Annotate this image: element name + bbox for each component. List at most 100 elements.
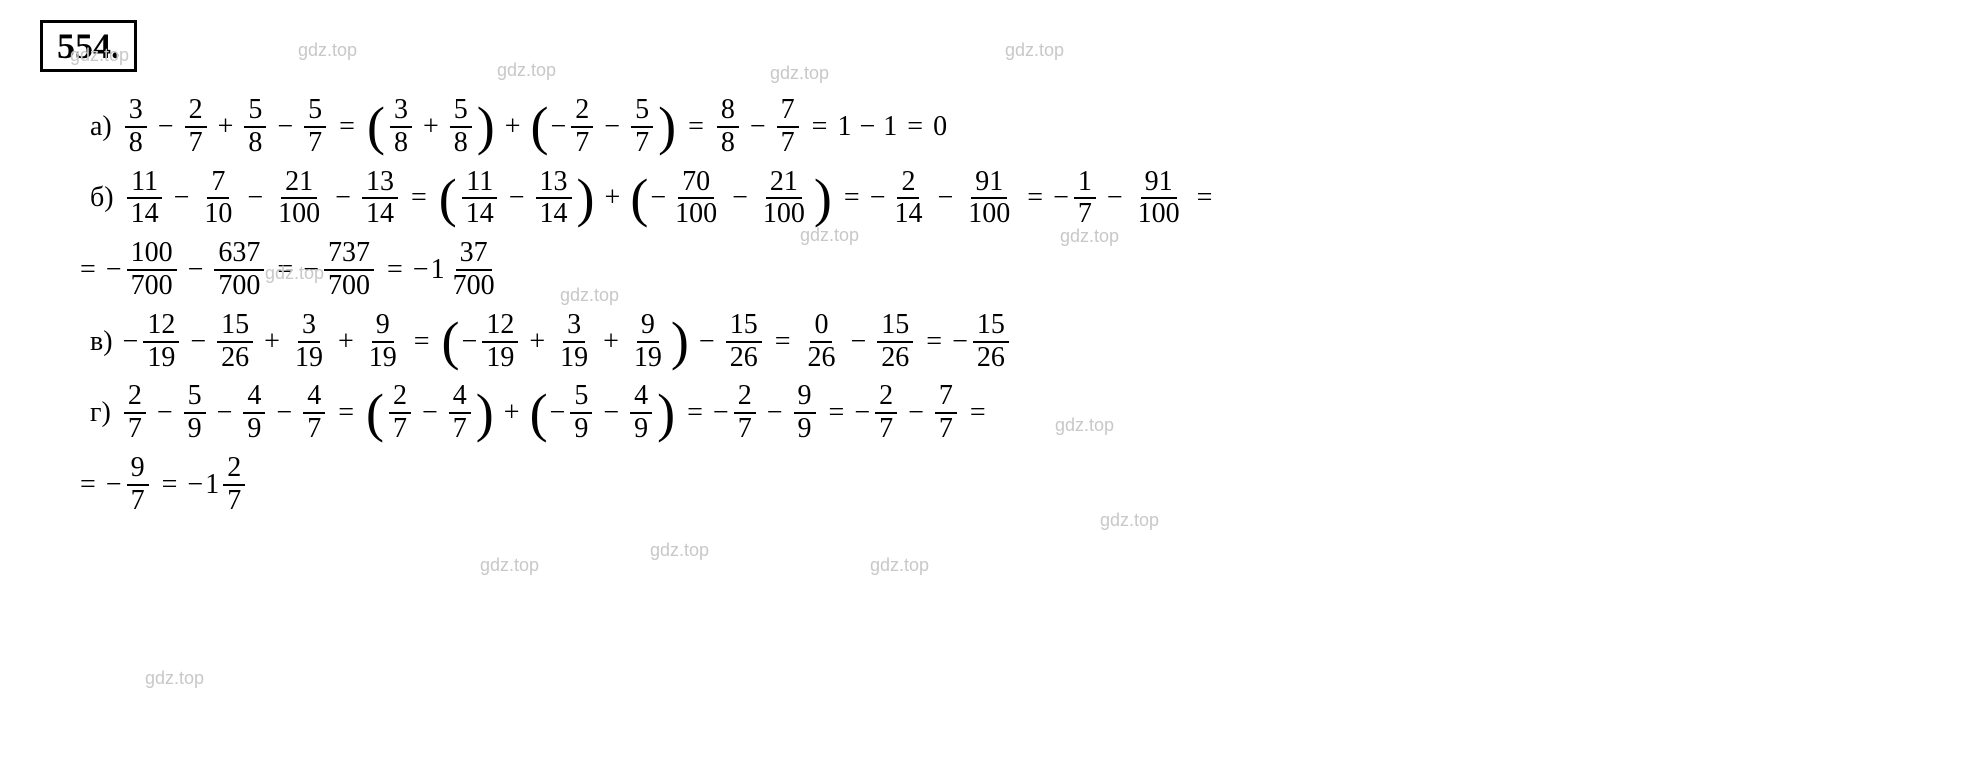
operator: −: [276, 397, 292, 429]
fraction: 17: [1074, 167, 1096, 231]
equals: =: [277, 254, 293, 286]
negative-sign: −: [713, 397, 729, 429]
operator: −: [335, 182, 351, 214]
numerator: 0: [810, 310, 832, 343]
numerator: 100: [127, 238, 177, 271]
watermark: gdz.top: [770, 63, 829, 84]
denominator: 9: [630, 414, 652, 445]
equals: =: [970, 397, 986, 429]
negative-sign: −: [413, 254, 429, 286]
operator: −: [422, 397, 438, 429]
fraction: 49: [630, 381, 652, 445]
denominator: 19: [556, 343, 592, 374]
numerator: 15: [726, 310, 762, 343]
numerator: 637: [214, 238, 264, 271]
fraction: 59: [570, 381, 592, 445]
fraction: 100700: [127, 238, 177, 302]
negative-sign: −: [1053, 182, 1069, 214]
denominator: 7: [875, 414, 897, 445]
fraction: 1526: [877, 310, 913, 374]
denominator: 100: [759, 199, 809, 230]
numerator: 3: [298, 310, 320, 343]
numerator: 2: [223, 453, 245, 486]
fraction: 1314: [362, 167, 398, 231]
denominator: 7: [1074, 199, 1096, 230]
sub-label: в): [90, 326, 113, 358]
numerator: 7: [777, 95, 799, 128]
equals: =: [387, 254, 403, 286]
operator: −: [509, 182, 525, 214]
denominator: 700: [324, 271, 374, 302]
fraction: 27: [571, 95, 593, 159]
operator: −: [699, 326, 715, 358]
equals: =: [338, 397, 354, 429]
denominator: 26: [877, 343, 913, 374]
denominator: 700: [127, 271, 177, 302]
left-paren: (: [442, 320, 460, 363]
fraction: 1219: [143, 310, 179, 374]
negative-sign: −: [106, 254, 122, 286]
denominator: 7: [124, 414, 146, 445]
denominator: 7: [223, 486, 245, 517]
operator: +: [603, 326, 619, 358]
numerator: 12: [482, 310, 518, 343]
equals: =: [1197, 182, 1213, 214]
operator: +: [529, 326, 545, 358]
fraction: 27: [185, 95, 207, 159]
denominator: 7: [304, 128, 326, 159]
operator: −: [188, 254, 204, 286]
numerator: 21: [281, 167, 317, 200]
watermark: gdz.top: [145, 668, 204, 689]
numerator: 5: [450, 95, 472, 128]
numerator: 11: [127, 167, 162, 200]
fraction: 637700: [214, 238, 264, 302]
fraction: 1526: [217, 310, 253, 374]
denominator: 8: [717, 128, 739, 159]
numerator: 91: [971, 167, 1007, 200]
equals: =: [775, 326, 791, 358]
numerator: 13: [362, 167, 398, 200]
fraction: 99: [794, 381, 816, 445]
fraction: 58: [244, 95, 266, 159]
denominator: 700: [449, 271, 499, 302]
fraction: 59: [184, 381, 206, 445]
negative-sign: −: [303, 254, 319, 286]
negative-sign: −: [106, 469, 122, 501]
numerator: 3: [390, 95, 412, 128]
right-paren: ): [577, 177, 595, 220]
fraction: 1114: [462, 167, 498, 231]
denominator: 7: [631, 128, 653, 159]
denominator: 700: [214, 271, 264, 302]
numerator: 7: [935, 381, 957, 414]
operator: −: [157, 397, 173, 429]
equation-line: в)−1219−1526+319+919=(−1219+319+919)−152…: [40, 310, 1944, 374]
operator: −: [859, 111, 875, 143]
numerator: 70: [678, 167, 714, 200]
numerator: 9: [372, 310, 394, 343]
fraction: 57: [304, 95, 326, 159]
right-paren: ): [476, 392, 494, 435]
numerator: 91: [1141, 167, 1177, 200]
fraction: 27: [389, 381, 411, 445]
fraction: 710: [200, 167, 236, 231]
negative-sign: −: [650, 182, 666, 214]
operator: −: [604, 111, 620, 143]
operator: +: [218, 111, 234, 143]
numerator: 2: [389, 381, 411, 414]
left-paren: (: [367, 105, 385, 148]
denominator: 100: [1134, 199, 1184, 230]
equals: =: [812, 111, 828, 143]
numerator: 5: [184, 381, 206, 414]
equation-line: б)1114−710−21100−1314=(1114−1314)+(−7010…: [40, 167, 1944, 231]
right-paren: ): [671, 320, 689, 363]
fraction: 21100: [759, 167, 809, 231]
operator: +: [423, 111, 439, 143]
operator: −: [767, 397, 783, 429]
sub-label: г): [90, 397, 111, 429]
operator: +: [605, 182, 621, 214]
denominator: 9: [570, 414, 592, 445]
negative-sign: −: [952, 326, 968, 358]
left-paren: (: [439, 177, 457, 220]
numerator: 4: [449, 381, 471, 414]
negative-sign: −: [123, 326, 139, 358]
